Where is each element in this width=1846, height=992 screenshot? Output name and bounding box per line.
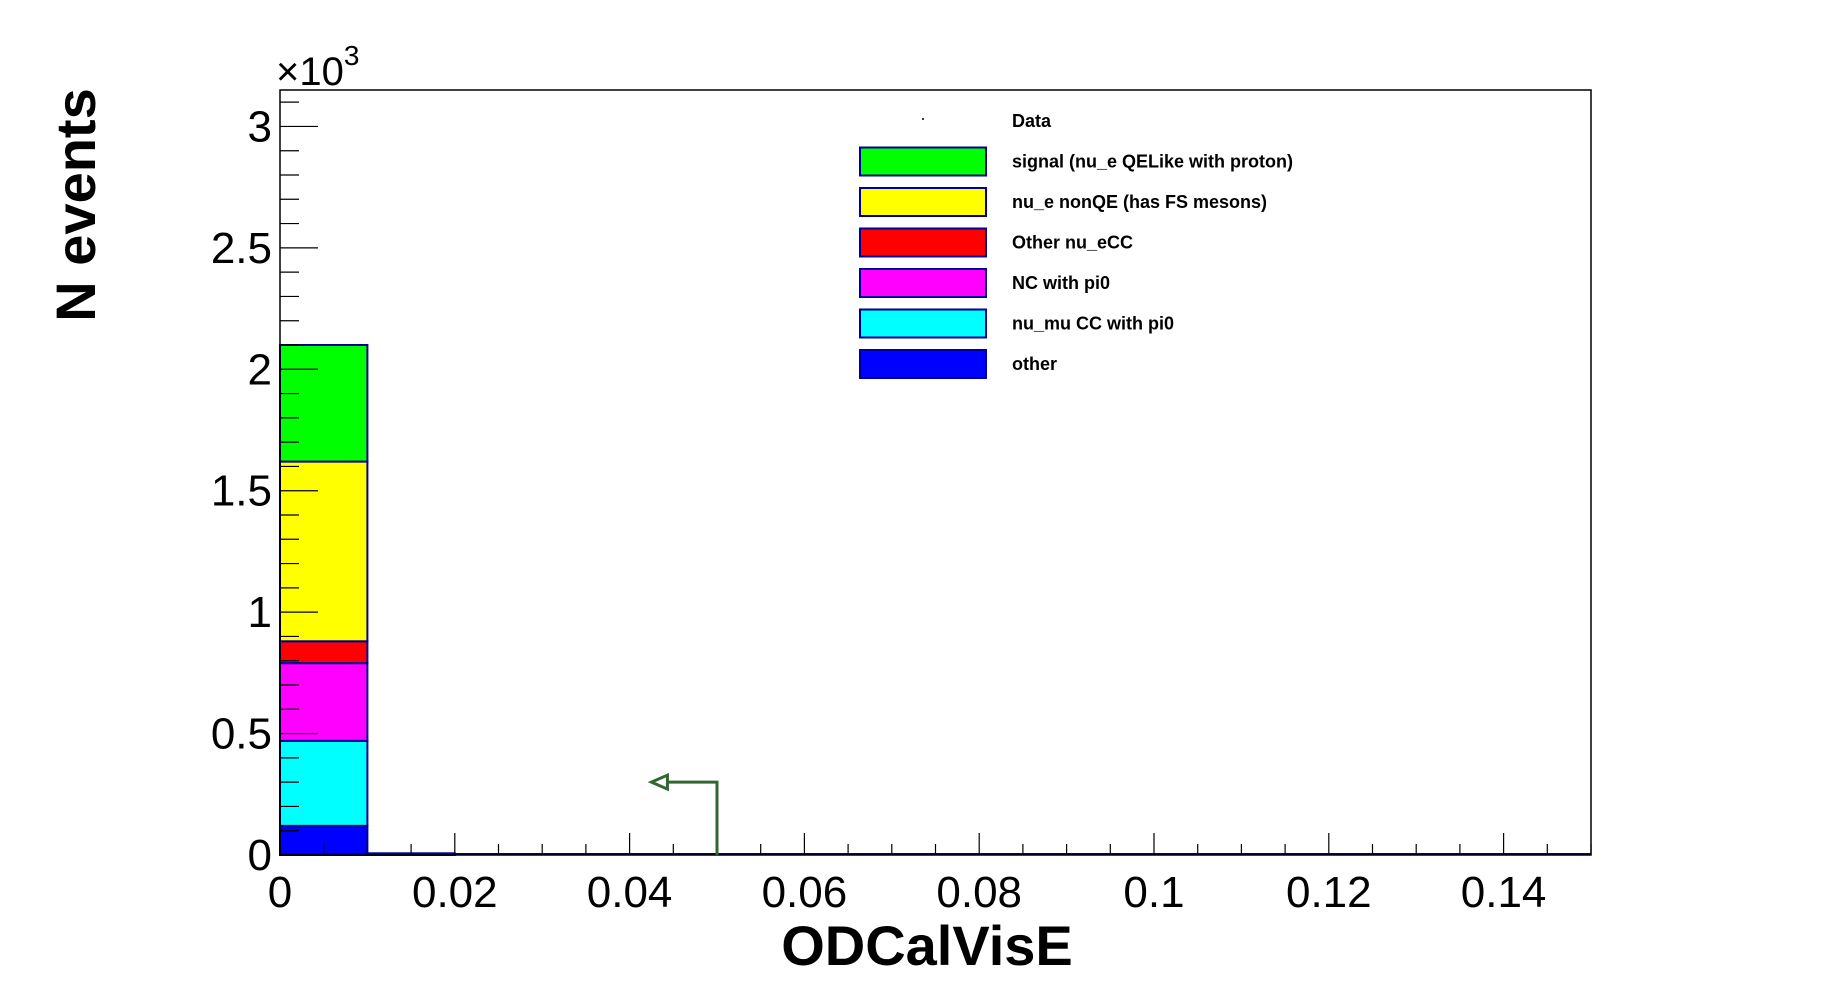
- legend-label: signal (nu_e QELike with proton): [1012, 152, 1293, 172]
- legend-label: Other nu_eCC: [1012, 233, 1133, 253]
- x-tick-label: 0.14: [1461, 868, 1547, 917]
- bar-segment: [279, 662, 369, 742]
- cut-arrow-line: [665, 780, 719, 855]
- x-tick-label: 0: [268, 868, 292, 917]
- legend-label: nu_mu CC with pi0: [1012, 314, 1174, 334]
- legend: Data signal (nu_e QELike with proton) nu_e…: [859, 111, 1293, 379]
- y-tick-label: 2.5: [211, 224, 272, 273]
- y-multiplier-base: ×10: [276, 50, 344, 94]
- y-tick-label: 3: [248, 102, 272, 151]
- y-tick-label: 2: [248, 345, 272, 394]
- x-tick-label: 0.04: [587, 868, 673, 917]
- y-tick-label: 0.5: [211, 710, 272, 759]
- legend-label: other: [1012, 354, 1057, 374]
- x-axis-title: ODCalVisE: [781, 914, 1073, 977]
- bar-segment: [279, 640, 369, 665]
- y-tick-label: 1: [248, 588, 272, 637]
- bar-segment: [279, 739, 369, 827]
- cut-arrow-head: [647, 772, 669, 792]
- legend-label: nu_e nonQE (has FS mesons): [1012, 192, 1267, 212]
- legend-swatch: [859, 146, 987, 177]
- x-tick-label: 0.08: [936, 868, 1022, 917]
- y-tick-label: 1.5: [211, 467, 272, 516]
- x-tick-label: 0.1: [1123, 868, 1184, 917]
- legend-swatch: [859, 349, 987, 379]
- legend-marker-data: [922, 118, 924, 120]
- y-tick-label: 0: [248, 831, 272, 880]
- histogram-bars: [279, 344, 1591, 856]
- x-tick-label: 0.06: [762, 868, 848, 917]
- y-axis-title: N events: [44, 88, 107, 321]
- legend-swatch: [859, 308, 987, 339]
- legend-label: Data: [1012, 111, 1052, 131]
- x-tick-label: 0.12: [1286, 868, 1372, 917]
- bar-segment: [279, 344, 369, 463]
- y-multiplier-exponent: 3: [344, 40, 360, 71]
- bar-segment: [279, 460, 369, 643]
- axes: 0 0.02 0.04 0.06 0.08 0.1 0.12 0.14 0 0.5 1 1.5 2 2.5…: [211, 89, 1592, 917]
- y-multiplier: ×103: [276, 40, 359, 94]
- legend-swatch: [859, 268, 987, 298]
- x-tick-label: 0.02: [412, 868, 498, 917]
- legend-swatch: [859, 227, 987, 258]
- legend-label: NC with pi0: [1012, 273, 1110, 293]
- legend-swatch: [859, 187, 987, 217]
